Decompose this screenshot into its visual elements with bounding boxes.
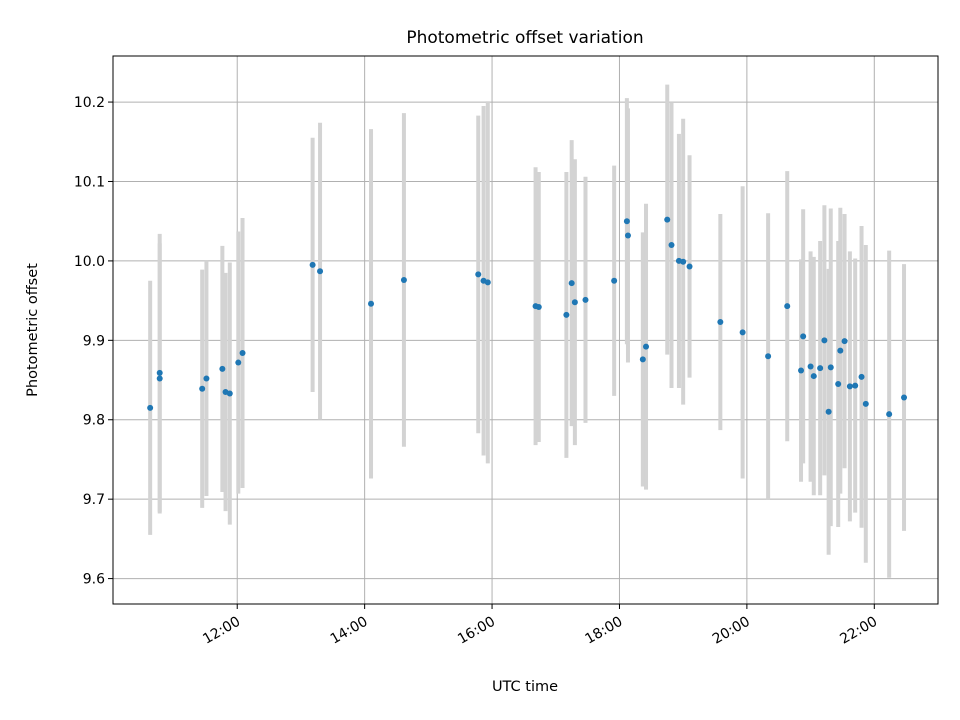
x-tick-label: 18:00 bbox=[583, 614, 626, 648]
data-point bbox=[668, 242, 675, 249]
data-point bbox=[717, 319, 724, 326]
data-point bbox=[846, 383, 853, 390]
y-tick-label: 9.8 bbox=[83, 413, 105, 429]
data-point bbox=[156, 369, 163, 376]
data-point bbox=[639, 356, 646, 363]
chart-title: Photometric offset variation bbox=[406, 28, 643, 48]
data-point bbox=[800, 333, 807, 340]
data-point bbox=[686, 263, 693, 270]
x-tick-label: 14:00 bbox=[328, 614, 371, 648]
data-point bbox=[309, 261, 316, 268]
data-point bbox=[400, 276, 407, 283]
data-point bbox=[858, 373, 865, 380]
y-tick-label: 9.6 bbox=[83, 572, 105, 588]
data-point bbox=[563, 311, 570, 318]
y-axis-label: Photometric offset bbox=[25, 263, 41, 397]
x-tick-label: 20:00 bbox=[710, 614, 753, 648]
data-point bbox=[199, 385, 206, 392]
data-point bbox=[784, 303, 791, 310]
data-points bbox=[147, 216, 908, 418]
data-point bbox=[765, 353, 772, 360]
data-point bbox=[475, 271, 482, 278]
data-point bbox=[226, 390, 233, 397]
data-point bbox=[582, 296, 589, 303]
y-tick-label: 9.9 bbox=[83, 333, 105, 349]
data-point bbox=[680, 258, 687, 265]
x-tick-label: 22:00 bbox=[837, 614, 880, 648]
data-point bbox=[841, 338, 848, 345]
data-point bbox=[664, 216, 671, 223]
data-point bbox=[825, 408, 832, 415]
data-point bbox=[235, 359, 242, 366]
data-point bbox=[862, 400, 869, 407]
data-point bbox=[852, 382, 859, 389]
data-point bbox=[611, 277, 618, 284]
data-point bbox=[623, 218, 630, 225]
y-tick-label: 9.7 bbox=[83, 492, 105, 508]
y-axis: 9.6 9.7 9.8 9.9 10.0 10.1 10.2 bbox=[74, 95, 113, 588]
data-point bbox=[147, 404, 154, 411]
data-point bbox=[837, 347, 844, 354]
data-point bbox=[535, 303, 542, 310]
data-point bbox=[239, 350, 246, 357]
x-axis: 12:00 14:00 16:00 18:00 20:00 22:00 bbox=[200, 604, 880, 648]
data-point bbox=[571, 299, 578, 306]
data-point bbox=[739, 329, 746, 336]
data-point bbox=[807, 363, 814, 370]
x-axis-label: UTC time bbox=[492, 679, 558, 695]
data-point bbox=[643, 343, 650, 350]
data-point bbox=[817, 365, 824, 372]
data-point bbox=[821, 337, 828, 344]
data-point bbox=[156, 375, 163, 382]
data-point bbox=[835, 381, 842, 388]
data-point bbox=[484, 279, 491, 286]
data-point bbox=[203, 375, 210, 382]
data-point bbox=[810, 373, 817, 380]
y-tick-label: 10.2 bbox=[74, 95, 105, 111]
x-tick-label: 16:00 bbox=[455, 614, 498, 648]
data-point bbox=[317, 268, 324, 275]
y-tick-label: 10.1 bbox=[74, 174, 105, 190]
data-point bbox=[368, 300, 375, 307]
plot-frame bbox=[112, 55, 939, 605]
data-point bbox=[219, 365, 226, 372]
data-point bbox=[568, 280, 575, 287]
data-point bbox=[886, 411, 893, 418]
y-tick-label: 10.0 bbox=[74, 254, 105, 270]
x-tick-label: 12:00 bbox=[200, 614, 243, 648]
data-point bbox=[827, 364, 834, 371]
data-point bbox=[624, 232, 631, 239]
data-point bbox=[798, 367, 805, 374]
data-point bbox=[901, 394, 908, 401]
